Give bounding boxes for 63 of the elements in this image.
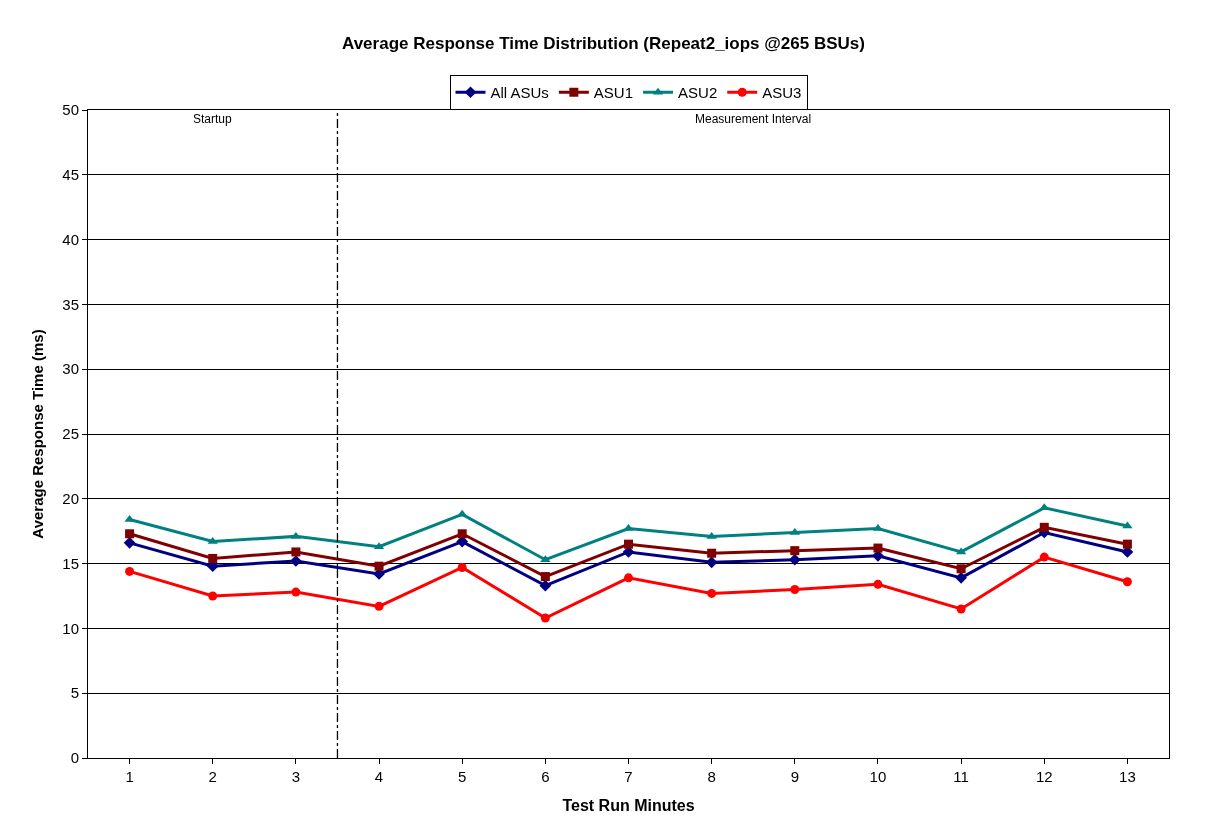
point: [374, 561, 384, 571]
point: [707, 548, 717, 558]
point: [707, 588, 717, 598]
y-tick-label: 25: [62, 425, 79, 443]
x-tick-label: 4: [374, 768, 384, 785]
x-tick-label: 6: [541, 768, 550, 785]
point: [540, 613, 550, 623]
y-tick-label: 30: [62, 360, 79, 378]
point: [1122, 539, 1132, 549]
point: [706, 531, 717, 539]
point: [955, 572, 967, 584]
annotation: Startup: [193, 112, 233, 126]
point: [624, 539, 633, 549]
point: [873, 543, 883, 553]
y-tick-label: 15: [62, 554, 79, 572]
y-tick-label: 35: [62, 295, 79, 313]
point: [1039, 552, 1049, 562]
y-tick-label: 5: [70, 684, 79, 702]
point: [873, 579, 883, 589]
x-tick-label: 9: [790, 768, 799, 785]
x-tick-label: 10: [869, 768, 887, 785]
point: [291, 587, 301, 597]
y-tick-label: 20: [62, 490, 79, 508]
point: [208, 553, 218, 563]
x-tick-label: 5: [458, 768, 467, 785]
legend-label: ASU1: [593, 84, 634, 102]
x-tick-label: 13: [1119, 768, 1136, 785]
x-tick-label: 8: [707, 768, 716, 785]
point: [1122, 577, 1132, 587]
point: [790, 546, 800, 556]
legend-label: All ASUs: [490, 84, 549, 102]
y-tick-label: 0: [70, 749, 79, 767]
point: [1039, 522, 1049, 532]
point: [125, 566, 135, 576]
x-tick-label: 12: [1035, 768, 1053, 785]
point: [790, 585, 800, 595]
x-tick-label: 1: [125, 768, 134, 785]
point: [956, 604, 966, 614]
x-tick-label: 7: [624, 768, 633, 785]
point: [291, 547, 301, 557]
x-tick-label: 3: [291, 768, 301, 785]
point: [123, 537, 136, 549]
x-tick-label: 11: [953, 768, 969, 785]
point: [705, 556, 718, 569]
chart-title: Average Response Time Distribution (Repeat2_iops @265 BSUs): [342, 33, 865, 53]
x-axis-title: Test Run Minutes: [562, 796, 695, 814]
annotation: Measurement Interval: [695, 112, 812, 126]
point: [540, 572, 550, 582]
y-axis-title: Average Response Time (ms): [28, 329, 46, 539]
point: [457, 529, 467, 539]
y-tick-label: 50: [62, 101, 79, 119]
point: [208, 591, 218, 601]
legend-label: ASU3: [762, 84, 802, 102]
x-tick-label: 2: [208, 768, 217, 785]
point: [956, 564, 966, 574]
y-tick-label: 40: [62, 230, 79, 248]
y-tick-label: 45: [62, 166, 79, 184]
point: [457, 562, 467, 572]
point: [125, 529, 135, 539]
point: [624, 573, 633, 583]
y-tick-label: 10: [62, 619, 79, 637]
point: [374, 601, 384, 611]
legend-label: ASU2: [678, 84, 718, 102]
